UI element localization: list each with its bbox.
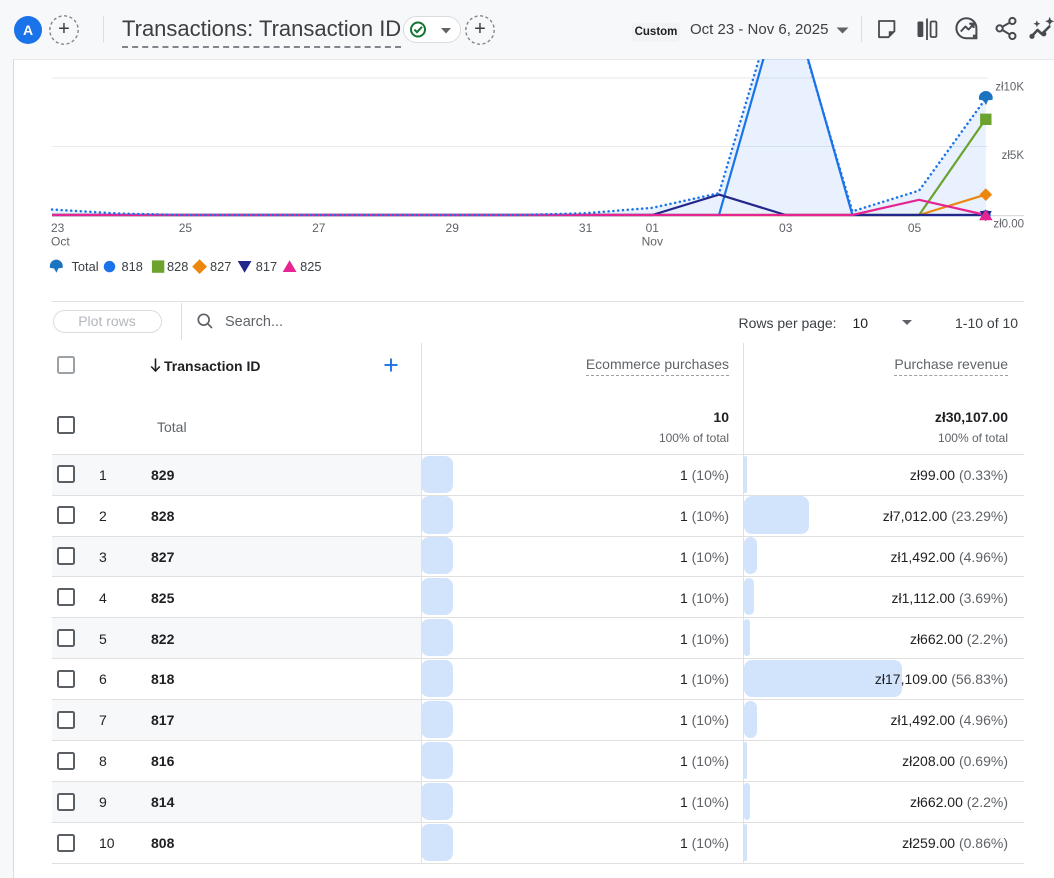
svg-text:828: 828 (167, 259, 188, 274)
svg-text:05: 05 (908, 221, 922, 235)
svg-text:31: 31 (579, 221, 593, 235)
svg-text:818: 818 (122, 259, 143, 274)
svg-text:817: 817 (256, 259, 277, 274)
svg-text:03: 03 (779, 221, 793, 235)
svg-text:zł5K: zł5K (1002, 150, 1025, 162)
svg-text:Nov: Nov (642, 235, 663, 249)
svg-text:zł0.00: zł0.00 (993, 219, 1024, 231)
svg-text:25: 25 (179, 221, 193, 235)
svg-text:Total: Total (72, 259, 99, 274)
svg-text:29: 29 (446, 221, 460, 235)
svg-text:zł10K: zł10K (995, 82, 1024, 94)
svg-text:825: 825 (300, 259, 321, 274)
svg-text:01: 01 (646, 221, 660, 235)
svg-text:27: 27 (312, 221, 326, 235)
svg-text:827: 827 (210, 259, 231, 274)
svg-text:Oct: Oct (51, 235, 70, 249)
svg-text:23: 23 (51, 221, 65, 235)
